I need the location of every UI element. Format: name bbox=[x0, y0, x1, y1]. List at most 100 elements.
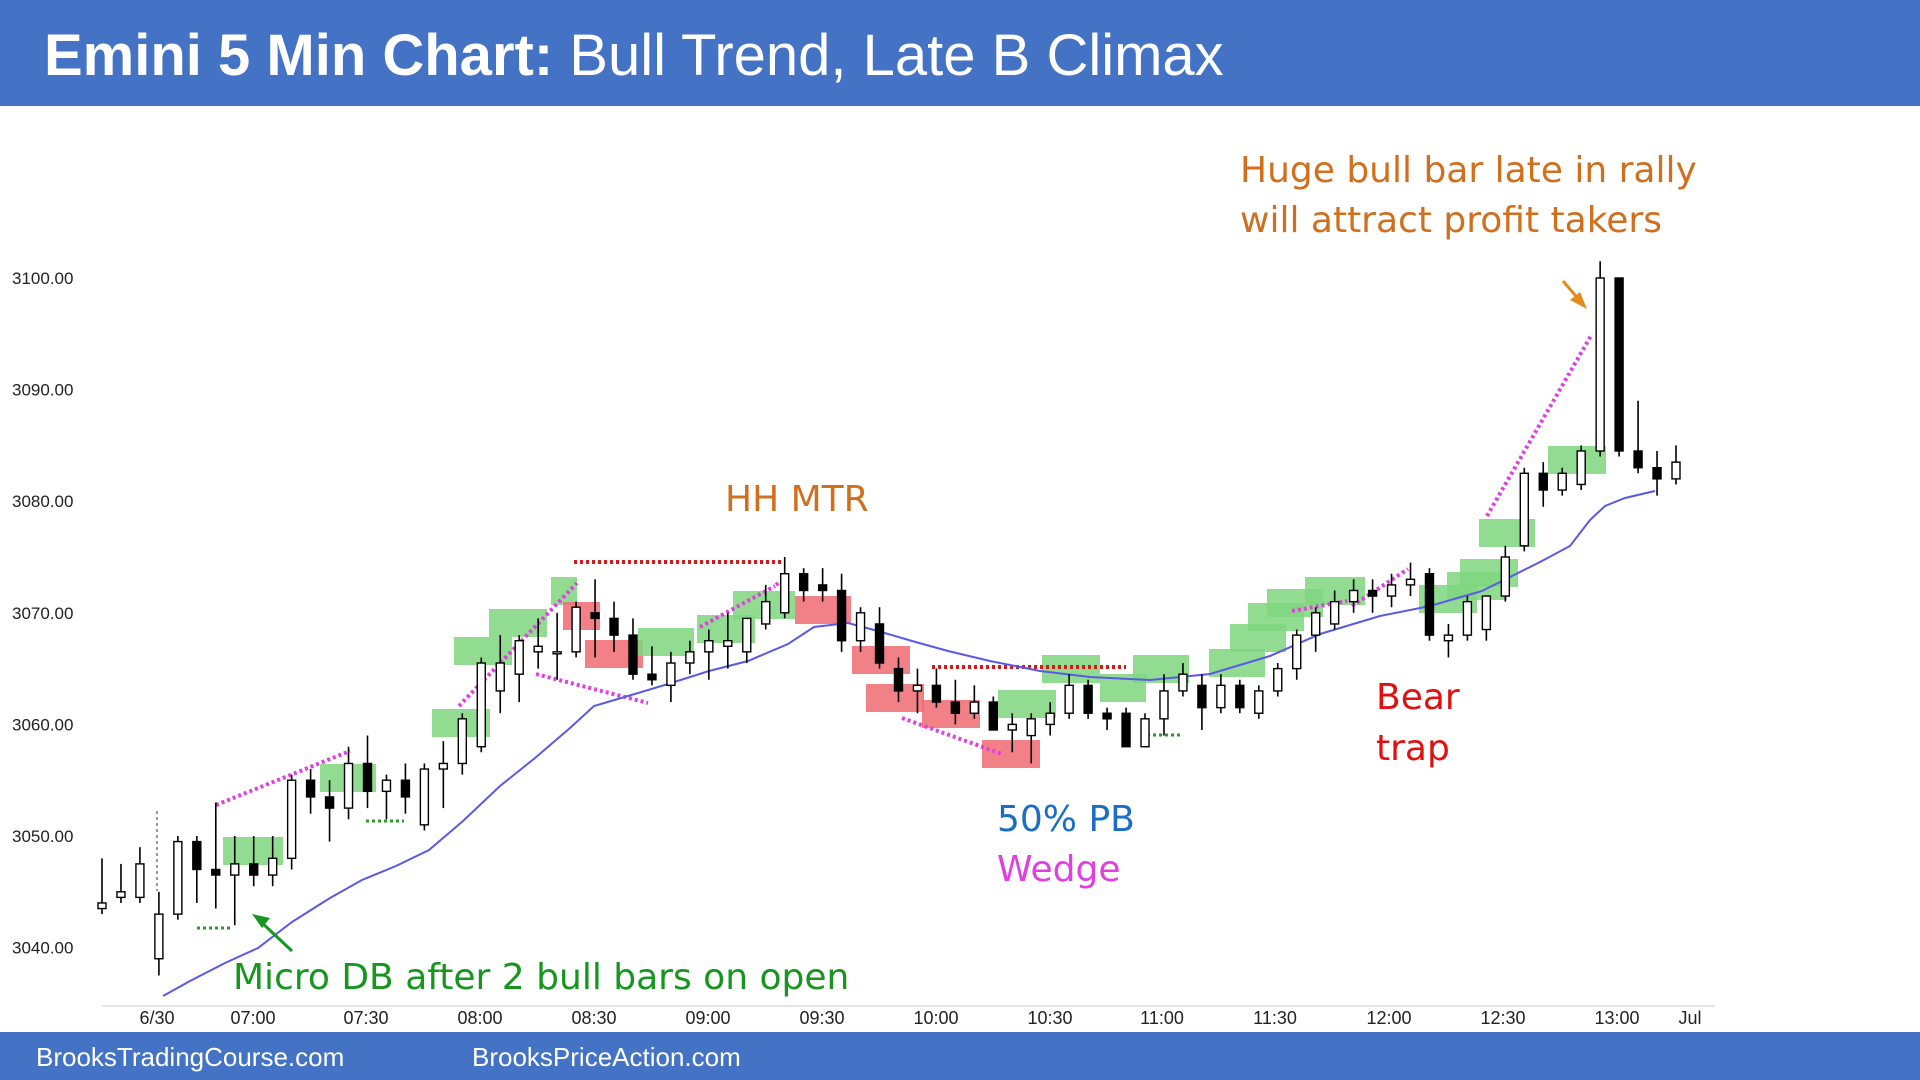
candle-bear bbox=[628, 634, 638, 675]
candle-bear bbox=[211, 868, 221, 876]
candle-bull bbox=[533, 645, 543, 653]
candle-bull bbox=[1140, 718, 1150, 748]
x-tick-label: 08:00 bbox=[457, 1008, 502, 1028]
candle-bear bbox=[950, 701, 961, 714]
candle-bear bbox=[647, 673, 657, 681]
candle-bull bbox=[1595, 277, 1605, 452]
candle-bear bbox=[324, 796, 335, 809]
candle-bull bbox=[1671, 461, 1681, 480]
candle-bull bbox=[457, 718, 468, 765]
highlight-box bbox=[454, 637, 512, 665]
footer-link-brooks-trading-course[interactable]: BrooksTradingCourse.com bbox=[36, 1042, 345, 1072]
orange-arrow bbox=[1561, 280, 1587, 309]
candle-bear bbox=[305, 779, 316, 798]
y-tick-label: 3040.00 bbox=[12, 939, 73, 958]
candles bbox=[97, 261, 1681, 976]
candle-bear bbox=[1235, 684, 1245, 709]
candle-bull bbox=[173, 840, 183, 915]
candle-bull bbox=[855, 612, 866, 642]
candle-bull bbox=[1348, 589, 1359, 603]
candle-bull bbox=[154, 913, 164, 960]
annotation-hh-mtr: HH MTR bbox=[725, 479, 869, 520]
x-tick-label: 08:30 bbox=[571, 1008, 616, 1028]
ema-line bbox=[162, 490, 1656, 997]
candle-bear bbox=[931, 684, 942, 703]
candle-bull bbox=[438, 762, 449, 770]
candle-bear bbox=[1083, 684, 1093, 714]
candle-bear bbox=[988, 701, 999, 731]
candle-bear bbox=[609, 617, 619, 636]
y-tick-label: 3070.00 bbox=[12, 604, 73, 623]
candle-bull bbox=[97, 902, 107, 910]
candle-bull bbox=[1500, 556, 1511, 597]
candle-bull bbox=[1386, 584, 1397, 597]
x-tick-label: 10:00 bbox=[913, 1008, 958, 1028]
candle-bull bbox=[135, 863, 145, 899]
annotation-huge-bull-bar-2: will attract profit takers bbox=[1240, 200, 1662, 241]
candle-bear bbox=[590, 612, 600, 620]
candle-bear bbox=[1633, 450, 1643, 469]
candle-bear bbox=[798, 573, 809, 592]
dotted-line bbox=[535, 672, 649, 705]
candle-bull bbox=[704, 640, 714, 653]
candle-bull bbox=[1481, 595, 1492, 631]
candle-bull bbox=[1576, 450, 1586, 486]
title-rest: Bull Trend, Late B Climax bbox=[553, 23, 1224, 88]
candle-bull bbox=[571, 606, 581, 653]
ema-layer bbox=[162, 490, 1656, 997]
candle-bull bbox=[685, 651, 695, 664]
x-tick-label: 12:30 bbox=[1480, 1008, 1525, 1028]
x-tick-label: 13:00 bbox=[1594, 1008, 1639, 1028]
candle-bull bbox=[1462, 600, 1473, 636]
y-tick-label: 3060.00 bbox=[12, 715, 73, 734]
candle-bear bbox=[249, 863, 259, 876]
x-tick-label: 09:30 bbox=[799, 1008, 844, 1028]
annotation-50-pb: 50% PB bbox=[997, 799, 1135, 840]
candle-bull bbox=[1443, 634, 1454, 642]
candle-bull bbox=[912, 684, 923, 692]
candle-bull bbox=[495, 662, 505, 692]
candle-bull bbox=[1254, 690, 1264, 714]
annotation-wedge: Wedge bbox=[997, 849, 1121, 890]
candle-bear bbox=[1102, 712, 1112, 720]
candle-bull bbox=[666, 662, 676, 687]
dotted-line bbox=[774, 576, 787, 587]
candle-bear bbox=[1424, 573, 1435, 636]
y-tick-label: 3100.00 bbox=[12, 269, 73, 288]
x-tick-label: 11:30 bbox=[1253, 1008, 1297, 1028]
candle-bull bbox=[1405, 578, 1416, 586]
candle-bear bbox=[1538, 472, 1548, 491]
dotted-line bbox=[1350, 567, 1410, 608]
candle-bull bbox=[1557, 472, 1567, 491]
candle-bull bbox=[723, 640, 733, 647]
annotation-micro-db: Micro DB after 2 bull bars on open bbox=[233, 957, 849, 998]
candle-bull bbox=[1159, 690, 1169, 720]
y-axis: 3040.00 3050.00 3060.00 3070.00 3080.00 3090.… bbox=[12, 269, 73, 958]
candle-bear bbox=[192, 840, 202, 871]
y-tick-label: 3090.00 bbox=[12, 381, 73, 400]
candle-bear bbox=[836, 589, 847, 642]
annotation-trap: trap bbox=[1376, 728, 1450, 769]
title-bold: Emini 5 Min Chart: bbox=[44, 23, 554, 88]
dotted-line bbox=[1485, 333, 1594, 517]
x-tick-label: 07:30 bbox=[343, 1008, 388, 1028]
candle-bull bbox=[761, 600, 771, 625]
candle-bear bbox=[874, 623, 885, 664]
green-arrow bbox=[252, 914, 294, 953]
candle-bear bbox=[817, 584, 828, 592]
dotted-line bbox=[215, 749, 351, 807]
highlight-boxes bbox=[223, 446, 1606, 865]
x-axis: 6/30 07:00 07:30 08:00 08:30 09:00 09:30 10:00 1… bbox=[102, 1005, 1715, 1028]
annotation-huge-bull-bar-1: Huge bull bar late in rally bbox=[1240, 150, 1697, 191]
candle-bull bbox=[1273, 667, 1283, 692]
candle-bear bbox=[400, 779, 411, 798]
candle-bull bbox=[267, 857, 278, 876]
candle-bear bbox=[893, 667, 904, 692]
candle-bull bbox=[419, 768, 430, 826]
footer-link-brooks-price-action[interactable]: BrooksPriceAction.com bbox=[472, 1042, 741, 1072]
candle-bull bbox=[1519, 472, 1529, 547]
candle-bull bbox=[1007, 723, 1017, 731]
price-chart: 3040.00 3050.00 3060.00 3070.00 3080.00 3090.… bbox=[12, 150, 1715, 1028]
candle-bear bbox=[1197, 684, 1207, 709]
x-tick-label: 6/30 bbox=[139, 1008, 174, 1028]
